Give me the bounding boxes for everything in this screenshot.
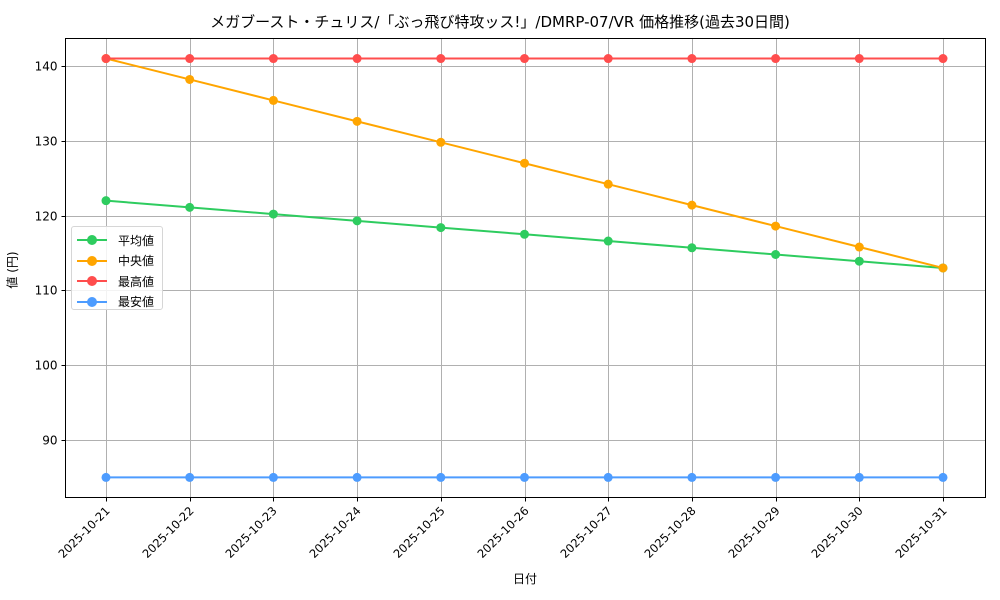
data-point xyxy=(771,221,781,231)
legend-label: 最高値 xyxy=(118,274,155,289)
data-point xyxy=(268,95,278,105)
legend-marker-icon xyxy=(77,296,107,307)
legend-item-average: 平均値 xyxy=(72,230,162,251)
data-point xyxy=(603,54,613,64)
data-point xyxy=(771,472,781,482)
data-point xyxy=(938,263,948,273)
legend-marker-icon xyxy=(77,255,107,266)
data-point xyxy=(436,223,446,233)
data-point xyxy=(520,54,529,64)
series-最安値 xyxy=(101,472,948,482)
data-point xyxy=(603,236,613,246)
legend-marker-icon xyxy=(77,276,107,287)
series-lines xyxy=(101,54,948,482)
data-point xyxy=(938,54,948,64)
data-point xyxy=(854,472,864,482)
svg-text:2025-10-29: 2025-10-29 xyxy=(725,504,782,561)
svg-text:2025-10-24: 2025-10-24 xyxy=(306,504,363,561)
legend-marker-icon xyxy=(77,235,107,246)
series-平均値 xyxy=(101,196,948,273)
data-point xyxy=(352,116,362,126)
x-axis-ticks: 2025-10-21 2025-10-22 2025-10-23 2025-10-24… xyxy=(55,497,950,561)
data-point xyxy=(185,74,195,84)
svg-text:2025-10-23: 2025-10-23 xyxy=(222,504,279,561)
data-point xyxy=(268,209,278,219)
data-point xyxy=(603,472,613,482)
chart-title: メガブースト・チュリス/「ぶっ飛び特攻ッス!」/DMRP-07/VR 価格推移(… xyxy=(210,13,790,31)
data-point xyxy=(687,54,697,64)
data-point xyxy=(352,54,362,64)
legend-label: 平均値 xyxy=(118,233,155,248)
data-point xyxy=(520,229,529,239)
svg-text:100: 100 xyxy=(35,359,58,373)
data-point xyxy=(687,200,697,210)
data-point xyxy=(854,242,864,252)
data-point xyxy=(436,54,446,64)
legend-item-max: 最高値 xyxy=(72,271,162,292)
legend-item-min: 最安値 xyxy=(72,292,162,313)
legend-label: 最安値 xyxy=(118,295,155,310)
data-point xyxy=(687,243,697,253)
svg-text:2025-10-26: 2025-10-26 xyxy=(474,504,531,561)
data-point xyxy=(185,202,195,212)
svg-text:90: 90 xyxy=(42,434,57,448)
svg-text:2025-10-31: 2025-10-31 xyxy=(892,504,949,561)
data-point xyxy=(854,256,864,266)
svg-text:2025-10-21: 2025-10-21 xyxy=(55,504,112,561)
svg-text:120: 120 xyxy=(35,210,58,224)
svg-text:110: 110 xyxy=(35,284,58,298)
data-point xyxy=(687,472,697,482)
data-point xyxy=(185,472,195,482)
svg-text:130: 130 xyxy=(35,135,58,149)
svg-text:2025-10-25: 2025-10-25 xyxy=(390,504,447,561)
data-point xyxy=(771,54,781,64)
legend-label: 中央値 xyxy=(118,254,155,269)
data-point xyxy=(603,179,613,189)
svg-text:2025-10-22: 2025-10-22 xyxy=(139,504,196,561)
svg-text:2025-10-27: 2025-10-27 xyxy=(557,504,614,561)
y-axis-ticks: 90 100 110 120 130 140 xyxy=(35,60,66,448)
x-axis-label: 日付 xyxy=(512,572,537,586)
legend: 平均値 中央値 最高値 最安値 xyxy=(71,226,163,310)
data-point xyxy=(268,472,278,482)
svg-text:2025-10-28: 2025-10-28 xyxy=(641,504,698,561)
data-point xyxy=(520,472,529,482)
data-point xyxy=(938,472,948,482)
data-point xyxy=(520,158,529,168)
data-point xyxy=(436,137,446,147)
data-point xyxy=(101,472,111,482)
data-point xyxy=(185,54,195,64)
data-point xyxy=(101,196,111,206)
data-point xyxy=(101,54,111,64)
data-point xyxy=(268,54,278,64)
data-point xyxy=(352,472,362,482)
series-最高値 xyxy=(101,54,948,64)
svg-text:2025-10-30: 2025-10-30 xyxy=(808,504,865,561)
data-point xyxy=(771,249,781,259)
legend-item-median: 中央値 xyxy=(72,251,162,272)
y-axis-label: 値 (円) xyxy=(5,251,20,289)
data-point xyxy=(436,472,446,482)
data-point xyxy=(352,216,362,226)
data-point xyxy=(854,54,864,64)
svg-text:140: 140 xyxy=(35,60,58,74)
grid-lines xyxy=(65,38,986,498)
series-中央値 xyxy=(101,54,948,273)
